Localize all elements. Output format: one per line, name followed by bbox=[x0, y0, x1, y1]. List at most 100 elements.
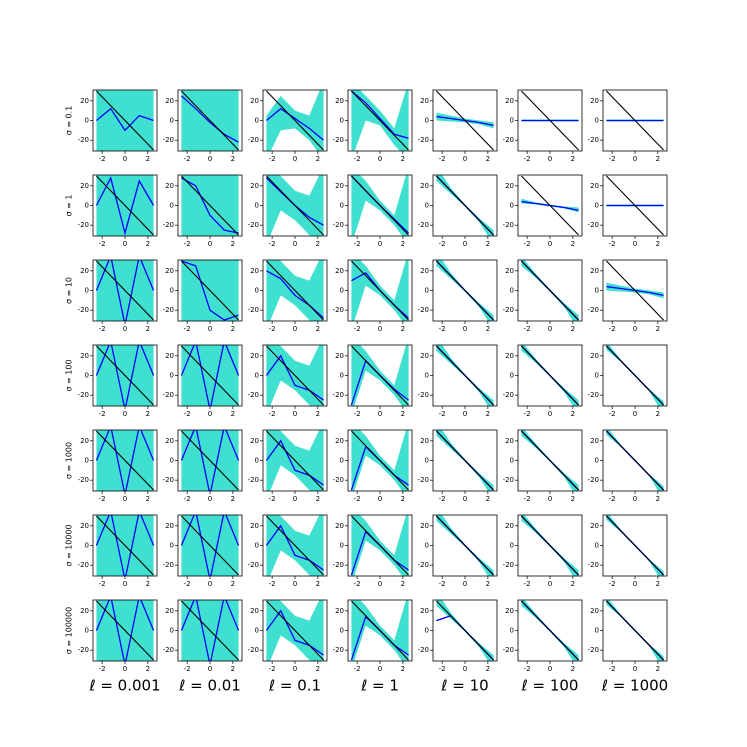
y-tick-label: 0 bbox=[340, 287, 344, 295]
y-tick-label: -20 bbox=[248, 306, 259, 314]
y-tick-label: 20 bbox=[250, 607, 259, 615]
true-line bbox=[96, 175, 154, 236]
true-line bbox=[351, 175, 409, 236]
confidence-band bbox=[521, 430, 579, 491]
y-tick-label: 20 bbox=[505, 437, 514, 445]
plot-area bbox=[180, 600, 240, 661]
plot-area bbox=[95, 430, 155, 491]
x-tick-label: 2 bbox=[401, 325, 405, 333]
x-tick-label: 2 bbox=[146, 580, 150, 588]
mean-line bbox=[96, 107, 154, 132]
y-tick-label: -20 bbox=[333, 391, 344, 399]
confidence-band bbox=[521, 600, 579, 661]
x-tick-label: 0 bbox=[293, 240, 297, 248]
x-tick-label: 2 bbox=[486, 495, 490, 503]
y-tick-label: 0 bbox=[170, 117, 174, 125]
y-tick-label: 0 bbox=[85, 372, 89, 380]
x-tick-label: 2 bbox=[231, 665, 235, 673]
mean-line bbox=[95, 260, 155, 321]
x-tick-label: 2 bbox=[486, 325, 490, 333]
x-tick-label: 2 bbox=[571, 240, 575, 248]
plot-area bbox=[266, 90, 324, 151]
x-tick-label: -2 bbox=[99, 240, 106, 248]
column-label: ℓ = 0.1 bbox=[268, 677, 321, 695]
true-line bbox=[606, 345, 664, 406]
true-line bbox=[96, 430, 154, 491]
y-tick-label: 20 bbox=[80, 522, 89, 530]
y-tick-label: 0 bbox=[510, 287, 514, 295]
y-tick-label: 20 bbox=[335, 267, 344, 275]
y-tick-label: 20 bbox=[335, 97, 344, 105]
x-tick-label: 0 bbox=[463, 155, 467, 163]
x-tick-label: -2 bbox=[609, 665, 616, 673]
mean-line bbox=[95, 176, 155, 236]
y-tick-label: 20 bbox=[250, 182, 259, 190]
y-tick-label: -20 bbox=[503, 391, 514, 399]
true-line bbox=[351, 90, 409, 151]
x-tick-label: 2 bbox=[146, 240, 150, 248]
true-line bbox=[266, 90, 324, 151]
y-tick-label: 0 bbox=[255, 627, 259, 635]
true-line bbox=[606, 515, 664, 576]
y-tick-label: -20 bbox=[163, 646, 174, 654]
x-tick-label: -2 bbox=[524, 580, 531, 588]
x-tick-label: 0 bbox=[293, 495, 297, 503]
y-tick-label: 20 bbox=[590, 267, 599, 275]
plot-area bbox=[350, 345, 409, 406]
mean-line bbox=[95, 345, 155, 406]
x-tick-label: 2 bbox=[656, 155, 660, 163]
x-tick-label: 2 bbox=[571, 665, 575, 673]
y-tick-label: -20 bbox=[503, 306, 514, 314]
confidence-band bbox=[521, 260, 579, 321]
x-tick-label: 0 bbox=[293, 155, 297, 163]
true-line bbox=[181, 345, 239, 406]
x-tick-label: -2 bbox=[354, 580, 361, 588]
x-tick-label: -2 bbox=[439, 580, 446, 588]
true-line bbox=[436, 90, 494, 151]
x-tick-label: 2 bbox=[401, 410, 405, 418]
x-tick-label: 2 bbox=[316, 410, 320, 418]
plot-area bbox=[350, 515, 409, 576]
x-tick-label: 2 bbox=[486, 580, 490, 588]
y-tick-label: -20 bbox=[333, 221, 344, 229]
y-tick-label: -20 bbox=[418, 561, 429, 569]
x-tick-label: -2 bbox=[184, 410, 191, 418]
x-tick-label: 0 bbox=[293, 580, 297, 588]
true-line bbox=[436, 175, 494, 236]
x-tick-label: -2 bbox=[354, 410, 361, 418]
y-tick-label: -20 bbox=[333, 646, 344, 654]
y-tick-label: -20 bbox=[503, 476, 514, 484]
y-tick-label: 0 bbox=[255, 457, 259, 465]
true-line bbox=[521, 345, 579, 406]
y-tick-label: 20 bbox=[590, 182, 599, 190]
plot-area bbox=[435, 515, 495, 576]
x-tick-label: 0 bbox=[378, 325, 382, 333]
y-tick-label: 20 bbox=[165, 97, 174, 105]
y-tick-label: -20 bbox=[418, 646, 429, 654]
plot-area bbox=[435, 260, 495, 321]
y-tick-label: 0 bbox=[255, 202, 259, 210]
y-tick-label: 20 bbox=[250, 437, 259, 445]
y-tick-label: 0 bbox=[510, 542, 514, 550]
x-tick-label: -2 bbox=[354, 495, 361, 503]
true-line bbox=[436, 600, 494, 661]
x-tick-label: -2 bbox=[524, 410, 531, 418]
y-tick-label: 0 bbox=[170, 542, 174, 550]
column-label: ℓ = 1000 bbox=[601, 677, 668, 695]
x-tick-label: 2 bbox=[486, 240, 490, 248]
mean-line bbox=[266, 107, 324, 141]
true-line bbox=[521, 600, 579, 661]
y-tick-label: 20 bbox=[590, 97, 599, 105]
y-tick-label: 20 bbox=[505, 352, 514, 360]
y-tick-label: 20 bbox=[80, 182, 89, 190]
x-tick-label: 0 bbox=[633, 240, 637, 248]
y-tick-label: 0 bbox=[255, 542, 259, 550]
y-tick-label: 0 bbox=[510, 202, 514, 210]
x-tick-label: -2 bbox=[99, 665, 106, 673]
